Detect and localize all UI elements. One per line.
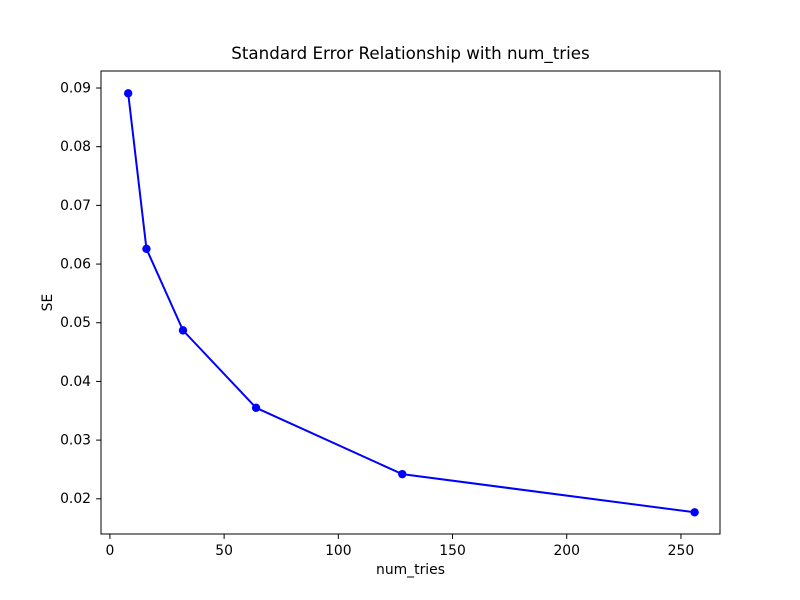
y-tick-label: 0.02 [60, 491, 91, 507]
chart-title: Standard Error Relationship with num_tri… [231, 43, 589, 64]
x-axis-ticks: 0 50 100 150 200 250 [105, 534, 694, 559]
data-point-marker [690, 508, 699, 517]
y-tick-label: 0.05 [60, 315, 91, 331]
y-tick-label: 0.04 [60, 374, 91, 390]
y-tick-label: 0.09 [60, 80, 91, 96]
y-axis-ticks: 0.02 0.03 0.04 0.05 0.06 0.07 0.08 0.09 [60, 80, 101, 507]
y-tick-label: 0.03 [60, 433, 91, 449]
x-tick-label: 100 [325, 543, 352, 559]
x-tick-label: 150 [439, 543, 466, 559]
x-tick-label: 250 [668, 543, 695, 559]
data-point-marker [251, 403, 261, 413]
x-axis-label: num_tries [376, 562, 445, 578]
data-point-marker [142, 244, 151, 254]
data-point-marker [178, 326, 188, 335]
y-tick-label: 0.08 [60, 139, 91, 155]
data-series [123, 89, 699, 517]
x-tick-label: 0 [105, 543, 114, 559]
x-tick-label: 200 [553, 543, 580, 559]
y-tick-label: 0.07 [60, 198, 91, 214]
data-point-marker [398, 469, 407, 479]
y-axis-label: SE [40, 294, 56, 312]
series-line [127, 92, 696, 514]
plot-area-spines [100, 70, 721, 535]
data-point-marker [123, 89, 133, 98]
y-tick-label: 0.06 [60, 257, 91, 273]
x-tick-label: 50 [215, 543, 233, 559]
